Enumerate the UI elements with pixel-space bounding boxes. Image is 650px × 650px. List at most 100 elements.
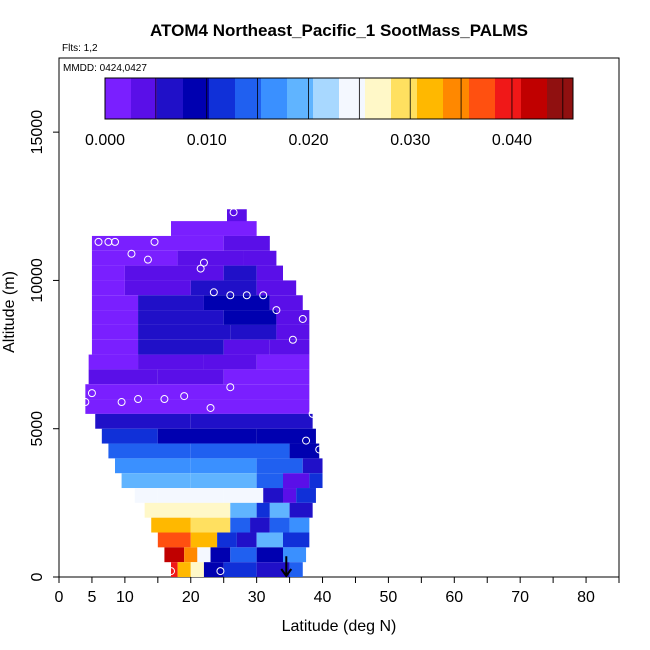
heatmap-cell <box>190 532 218 548</box>
heatmap-cell <box>115 458 191 474</box>
date-annotation: MMDD: 0424,0427 <box>63 63 147 74</box>
x-tick-label: 0 <box>55 589 64 606</box>
heatmap-cell <box>283 473 310 489</box>
colorbar-tick-label: 0.020 <box>288 132 328 149</box>
heatmap-cell <box>276 310 310 325</box>
y-tick-label: 15000 <box>29 110 46 155</box>
heatmap-cell <box>190 473 257 489</box>
sample-point <box>229 208 238 217</box>
heatmap-cell <box>91 310 139 325</box>
colorbar-swatch <box>235 78 262 119</box>
heatmap-cell <box>263 488 283 503</box>
y-tick-label: 10000 <box>29 258 46 303</box>
heatmap-cell <box>85 399 310 414</box>
colorbar-swatch <box>495 78 522 119</box>
sample-point <box>150 237 159 246</box>
colorbar-swatch <box>157 78 184 119</box>
heatmap-cell <box>184 547 198 563</box>
heatmap-cell <box>223 339 270 355</box>
colorbar-swatch <box>105 78 132 119</box>
sample-point <box>134 395 143 404</box>
sample-point <box>167 567 175 576</box>
heatmap-cell <box>190 280 257 296</box>
surface-arrow <box>280 556 293 578</box>
sample-point <box>111 237 119 246</box>
x-tick-label: 40 <box>314 589 332 606</box>
sample-point <box>315 445 324 454</box>
flights-annotation: Flts: 1,2 <box>62 43 98 54</box>
heatmap-cell <box>91 295 139 311</box>
x-tick-label: 50 <box>380 589 398 606</box>
heatmap-cell <box>243 250 277 266</box>
heatmap-cell <box>256 458 303 474</box>
colorbar-swatch <box>547 78 574 119</box>
heatmap-cell <box>88 369 158 385</box>
heatmap-cell <box>177 562 191 577</box>
heatmap-cell <box>227 209 247 225</box>
heatmap-cell <box>91 324 139 340</box>
sample-point <box>117 398 126 407</box>
x-tick-label: 60 <box>445 589 463 606</box>
heatmap-cell <box>91 280 125 296</box>
heatmap-cell <box>91 250 178 266</box>
heatmap-cell <box>289 443 320 459</box>
heatmap-cell <box>256 502 270 518</box>
heatmap-cell <box>309 473 323 489</box>
heatmap-cell <box>269 517 290 533</box>
sample-point <box>308 409 317 418</box>
heatmap-cell <box>256 547 283 563</box>
colorbar: 0.000 0.010 0.020 0.030 0.040 <box>85 77 574 149</box>
heatmap-cell <box>190 458 257 474</box>
heatmap-cell <box>91 339 139 355</box>
heatmap-cell <box>269 339 310 355</box>
sample-point <box>259 291 268 300</box>
heatmap-cell <box>88 354 139 370</box>
heatmap-cell <box>144 502 171 518</box>
heatmap-cell <box>138 310 224 325</box>
heatmap-cell <box>190 413 313 429</box>
colorbar-swatch <box>339 78 366 119</box>
heatmap-cell <box>283 532 310 548</box>
colorbar-swatch <box>287 78 314 119</box>
heatmap-cell <box>157 532 191 548</box>
heatmap-cell <box>85 384 310 400</box>
heatmap-cell <box>230 517 251 533</box>
heatmap-cell <box>256 280 297 296</box>
colorbar-swatch <box>521 78 548 119</box>
heatmap-cell <box>217 532 237 548</box>
heatmap-cell <box>269 295 303 311</box>
sample-point <box>209 288 218 297</box>
x-tick-label: 20 <box>182 589 200 606</box>
sample-point <box>315 320 324 329</box>
heatmap-cell <box>203 295 270 311</box>
heatmap-cell <box>91 265 125 281</box>
colorbar-swatch <box>417 78 444 119</box>
heatmap-cell <box>157 488 224 503</box>
sample-point <box>143 255 152 264</box>
heatmap-cell <box>138 295 204 311</box>
sample-point <box>259 208 268 217</box>
heatmap-cell <box>269 502 290 518</box>
colorbar-swatch <box>261 78 288 119</box>
sample-point <box>196 264 205 273</box>
colorbar-swatch <box>443 78 470 119</box>
sample-point <box>94 237 103 246</box>
heatmap-cell <box>190 562 204 577</box>
heatmap-cell <box>256 428 316 444</box>
x-tick-label: 80 <box>577 589 595 606</box>
heatmap-cell <box>124 265 224 281</box>
x-tick-label: 10 <box>116 589 134 606</box>
sample-point <box>242 291 251 300</box>
sample-point <box>206 403 215 412</box>
heatmap-cell <box>230 324 277 340</box>
heatmap-cell <box>210 547 231 563</box>
colorbar-swatch <box>313 78 340 119</box>
x-axis-label: Latitude (deg N) <box>282 618 397 635</box>
heatmap-cell <box>289 517 310 533</box>
heatmap-cell <box>151 517 191 533</box>
sample-point <box>226 383 235 392</box>
plot-frame <box>58 57 620 578</box>
heatmap-cell <box>250 517 270 533</box>
sample-point <box>216 567 225 576</box>
